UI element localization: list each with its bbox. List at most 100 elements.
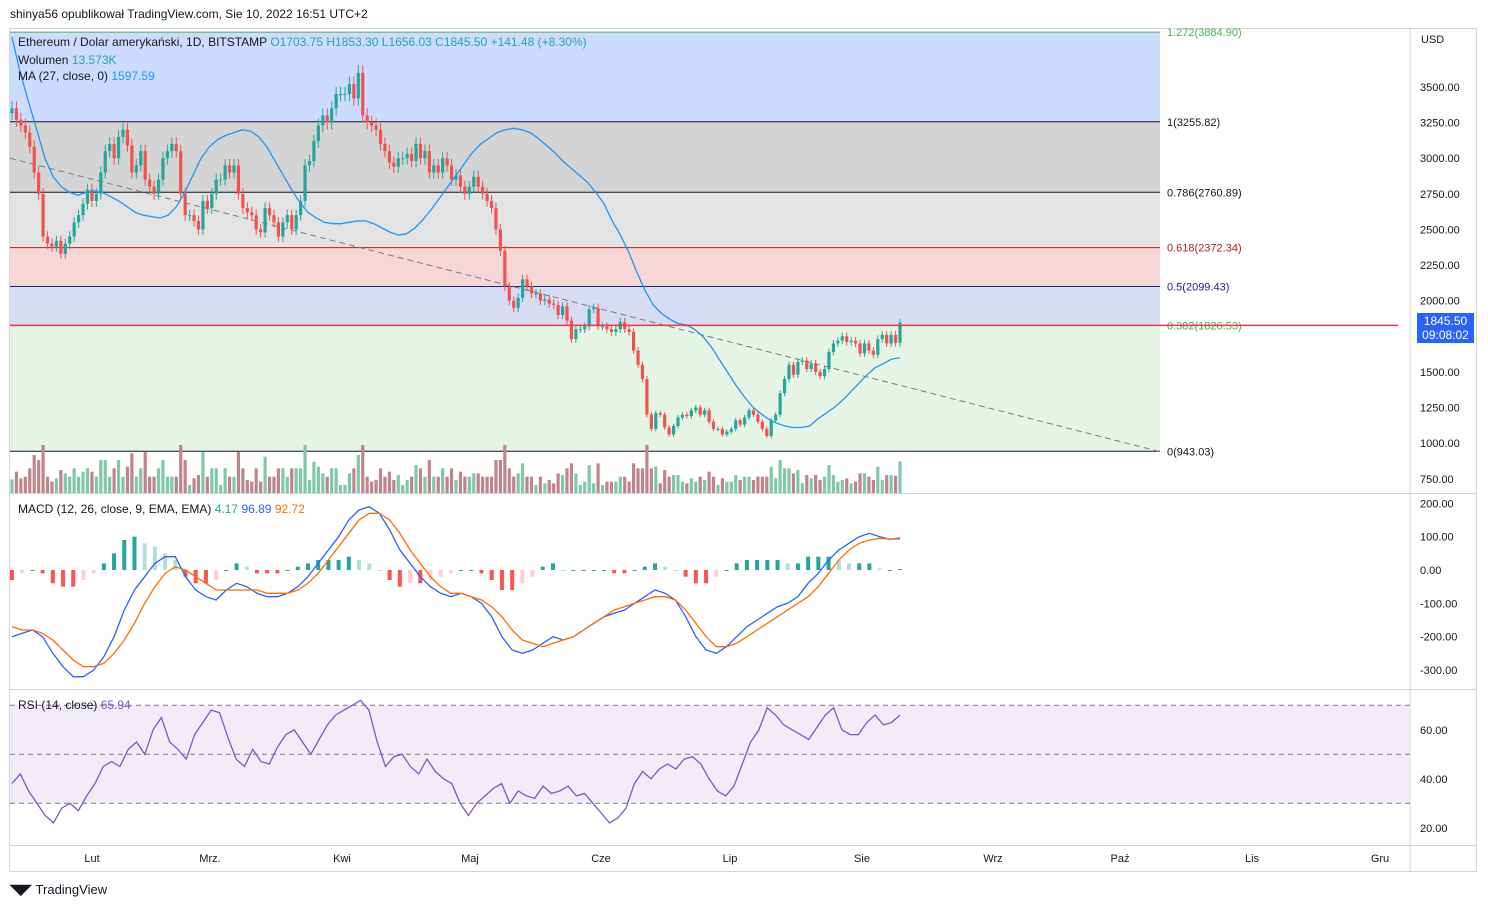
volume-bar-171 (769, 466, 773, 493)
macd-hist-bar-17 (183, 570, 188, 577)
candle-body-197 (885, 334, 889, 344)
candle-body-130 (587, 309, 591, 327)
macd-signal-line (11, 512, 900, 668)
macd-hist-bar-66 (683, 570, 688, 577)
ma-label[interactable]: MA (27, close, 0) (18, 69, 109, 83)
candle-body-187 (840, 336, 844, 341)
macd-label[interactable]: MACD (12, 26, close, 9, EMA, EMA) (18, 502, 212, 516)
volume-bar-5 (32, 455, 36, 493)
candle-body-107 (485, 193, 489, 201)
volume-bar-59 (272, 476, 276, 493)
candle-body-30 (143, 151, 147, 180)
volume-bar-191 (858, 473, 862, 493)
volume-bar-178 (800, 483, 804, 493)
candle-body-112 (507, 286, 511, 301)
macd-hist-bar-82 (846, 563, 851, 570)
time-tick-1: Mrz. (199, 853, 220, 865)
candle-body-76 (347, 84, 352, 95)
volume-bar-46 (214, 468, 218, 493)
volume-bar-159 (716, 485, 720, 493)
macd-hist-bar-76 (785, 563, 790, 570)
fib-label-1: 1(3255.82) (1167, 117, 1220, 129)
volume-bar-167 (751, 480, 756, 493)
macd-hist-bar-23 (244, 566, 249, 570)
candle-body-151 (680, 414, 685, 418)
volume-bar-197 (885, 475, 889, 493)
price-tick-0: 750.00 (1420, 474, 1454, 486)
volume-bar-131 (592, 483, 596, 493)
volume-bar-0 (10, 479, 14, 493)
volume-bar-90 (410, 476, 414, 493)
macd-hist-bar-8 (91, 570, 96, 574)
volume-bar-54 (250, 481, 254, 493)
candle-body-153 (689, 410, 693, 417)
tradingview-logo-icon: ◥◤ (10, 881, 32, 897)
tradingview-footer[interactable]: ◥◤ TradingView (10, 881, 107, 898)
volume-bar-95 (432, 476, 436, 493)
volume-value: 13.573K (71, 53, 117, 67)
price-tick-6: 2250.00 (1420, 260, 1460, 272)
candle-body-144 (649, 414, 653, 429)
macd-hist-bar-53 (550, 563, 555, 570)
macd-hist-bar-71 (734, 563, 739, 570)
price-tick-7: 2500.00 (1420, 224, 1460, 236)
macd-line (11, 505, 901, 678)
candle-body-146 (658, 413, 662, 415)
candle-body-42 (196, 220, 201, 230)
candle-body-186 (836, 340, 840, 344)
volume-bar-133 (600, 485, 605, 493)
volume-label[interactable]: Wolumen (18, 53, 69, 67)
candle-body-61 (281, 222, 285, 237)
time-tick-3: Maj (461, 853, 479, 865)
volume-bar-72 (330, 468, 334, 493)
volume-bar-108 (489, 476, 494, 493)
volume-bar-179 (805, 475, 809, 493)
volume-bar-147 (663, 470, 667, 493)
fib-zone-3 (10, 247, 1160, 287)
volume-bar-73 (334, 468, 338, 493)
candle-body-143 (645, 379, 649, 415)
candle-body-77 (352, 84, 356, 99)
candle-body-126 (569, 320, 574, 340)
volume-bar-174 (782, 468, 787, 493)
volume-bar-121 (547, 480, 551, 493)
candle-body-150 (676, 417, 680, 427)
symbol-title[interactable]: Ethereum / Dolar amerykański, 1D, BITSTA… (18, 35, 267, 49)
price-tick-1: 1000.00 (1420, 438, 1460, 450)
candle-body-58 (267, 208, 272, 216)
macd-tick-5: 200.00 (1420, 498, 1454, 510)
candle-body-47 (219, 179, 223, 181)
macd-hist-bar-27 (285, 570, 290, 571)
candle-body-10 (54, 240, 58, 247)
macd-hist-bar-9 (101, 563, 106, 570)
time-tick-0: Lut (84, 853, 99, 865)
currency-label[interactable]: USD (1421, 34, 1445, 46)
candle-body-38 (179, 151, 183, 194)
fib-label-3: 0.618(2372.34) (1167, 243, 1242, 255)
candle-body-176 (791, 364, 796, 375)
fib-zone-0 (10, 32, 1160, 122)
candle-body-108 (489, 200, 494, 209)
candle-body-198 (889, 334, 893, 344)
macd-tick-1: -200.00 (1420, 632, 1457, 644)
candle-body-154 (694, 407, 698, 411)
macd-hist-bar-70 (724, 570, 729, 571)
volume-bar-170 (765, 476, 769, 493)
time-tick-7: Wrz (983, 853, 1002, 865)
candle-body-191 (858, 343, 862, 354)
volume-bar-140 (632, 463, 636, 493)
candle-body-131 (592, 307, 596, 310)
rsi-label[interactable]: RSI (14, close) (18, 698, 98, 712)
price-tick-9: 3000.00 (1420, 153, 1460, 165)
trendline (9, 157, 1161, 453)
macd-hist-bar-65 (673, 570, 678, 571)
candle-body-105 (476, 176, 480, 187)
volume-bar-80 (365, 476, 369, 493)
candle-body-111 (503, 250, 507, 287)
volume-bar-175 (787, 468, 791, 493)
candle-body-117 (529, 286, 534, 294)
candle-body-1 (14, 108, 19, 120)
volume-bar-163 (734, 475, 738, 493)
volume-bar-69 (316, 466, 320, 493)
